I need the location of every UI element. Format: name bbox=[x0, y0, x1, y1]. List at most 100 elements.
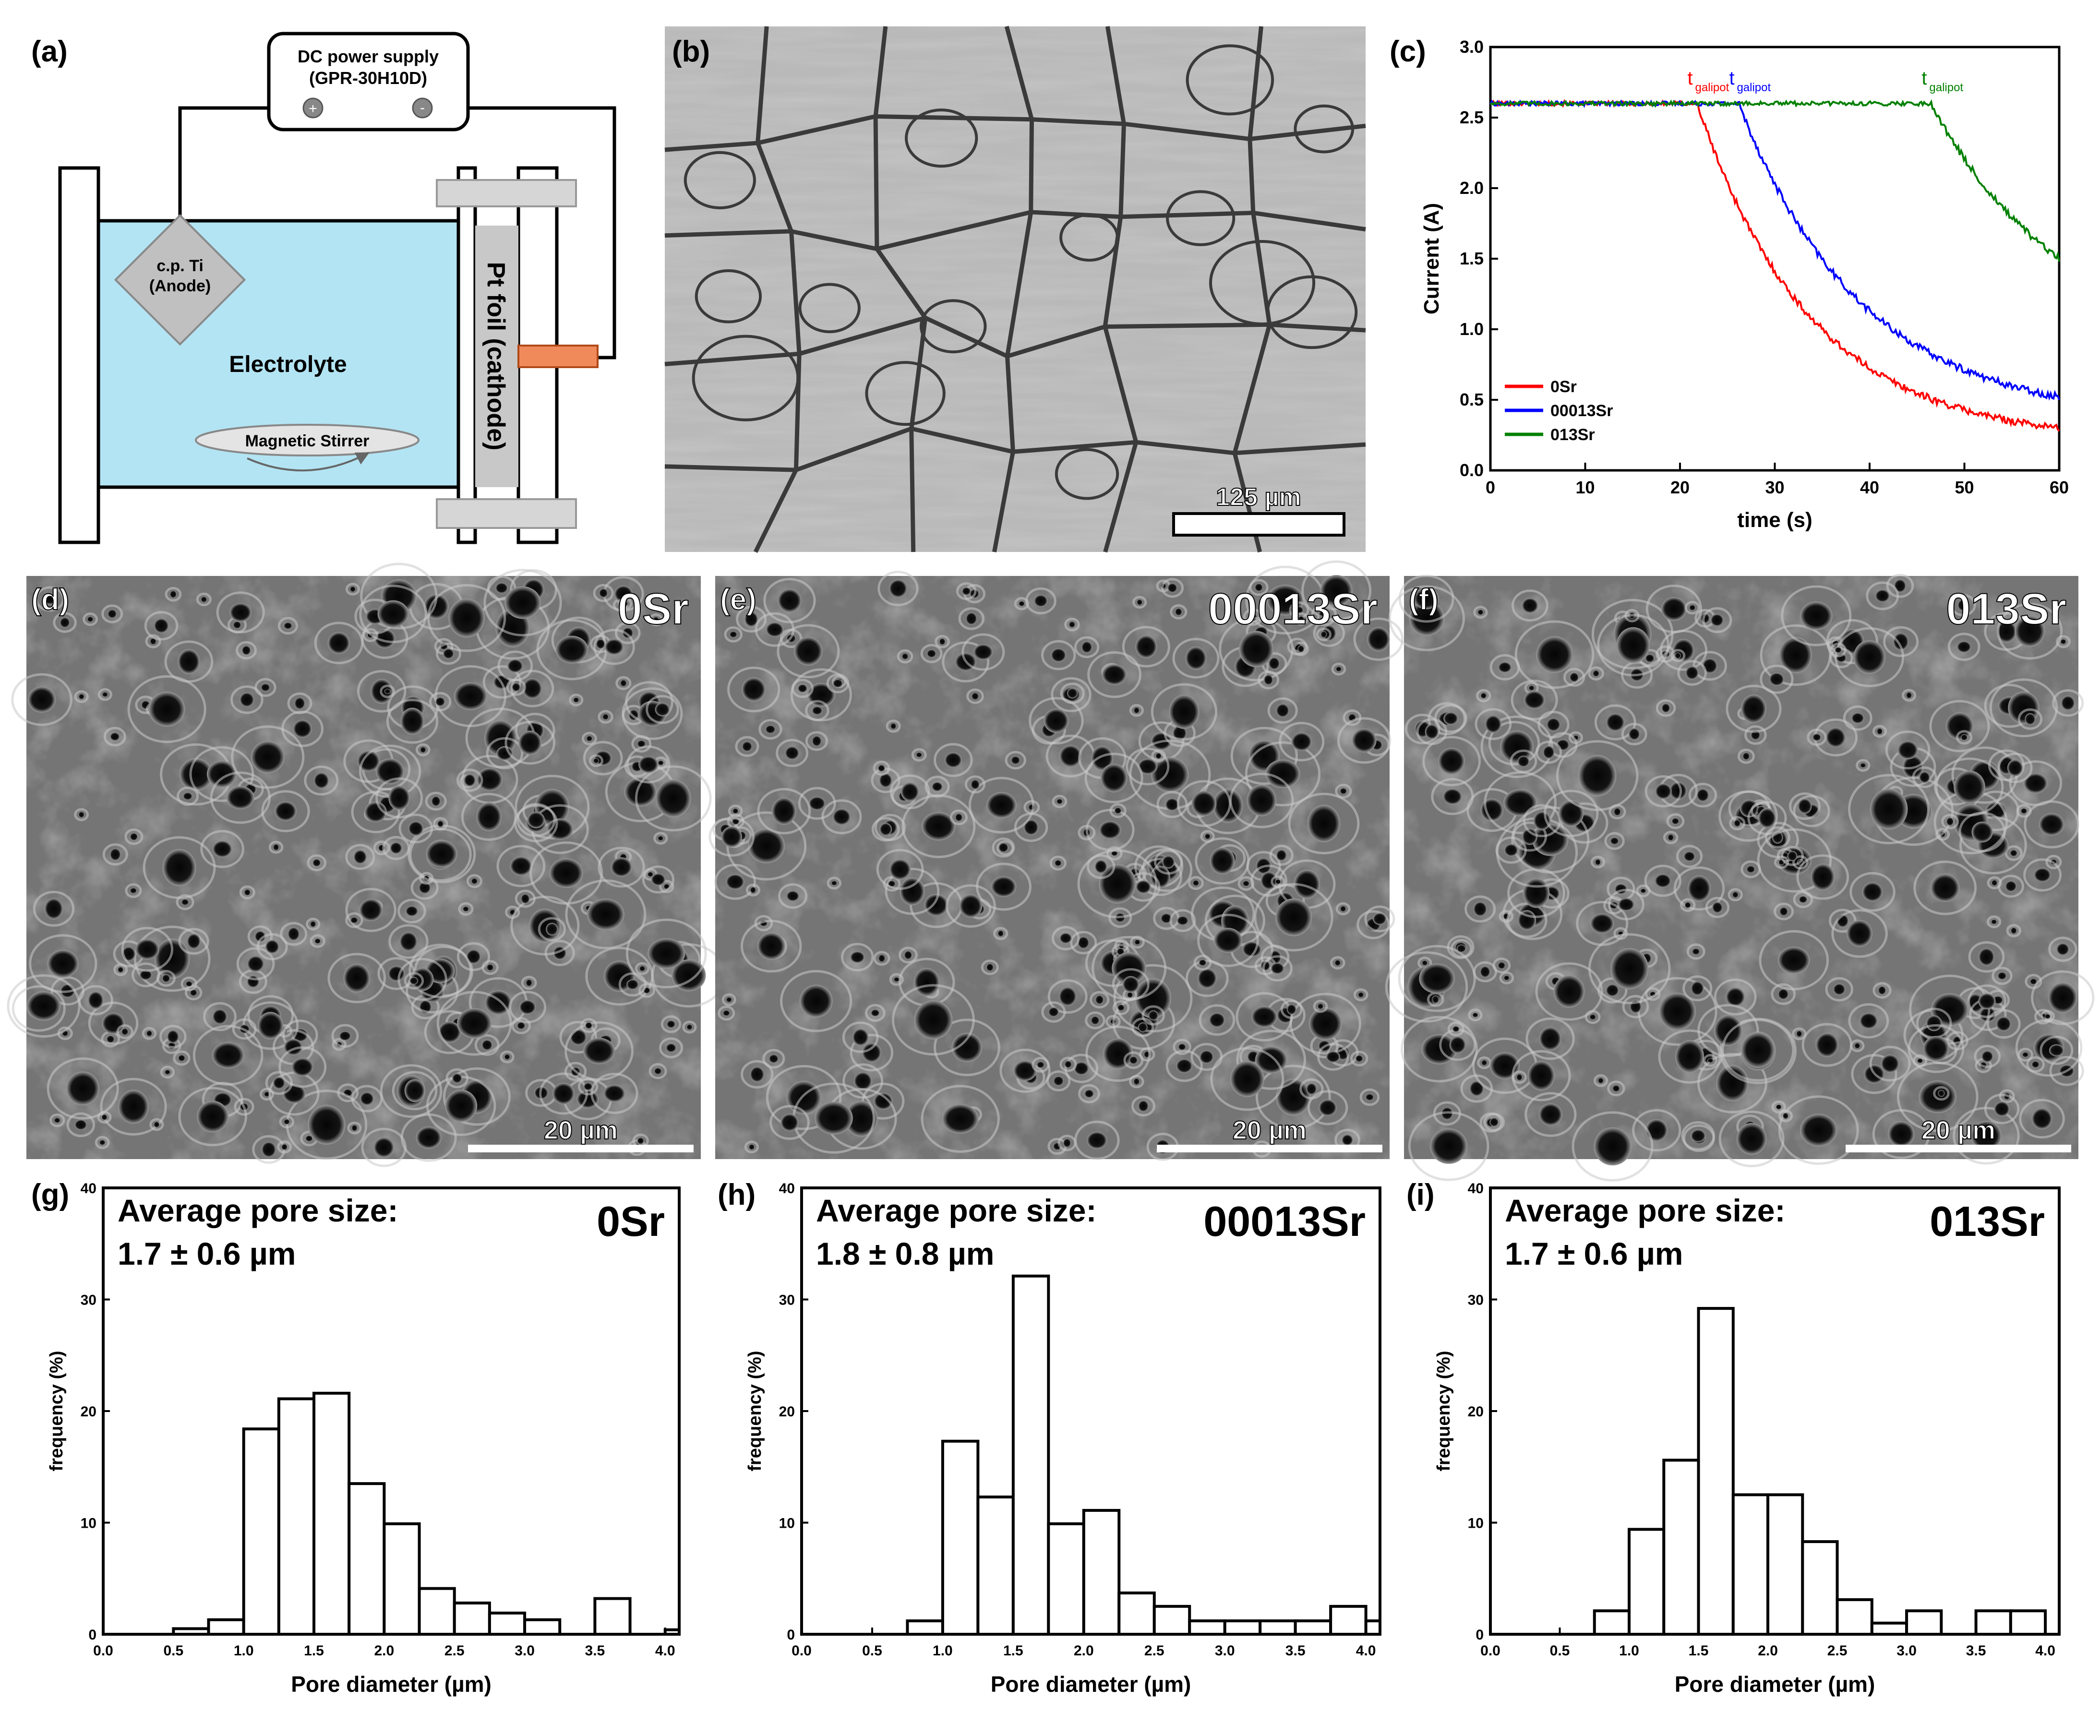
y-tick-label-h: 40 bbox=[779, 1181, 795, 1197]
pore bbox=[1059, 745, 1082, 767]
pore-rim bbox=[375, 777, 423, 819]
x-tick-label-h: 2.5 bbox=[1144, 1643, 1164, 1659]
pore bbox=[1595, 859, 1601, 865]
pore-rim bbox=[961, 633, 1005, 671]
pore bbox=[748, 1144, 755, 1150]
x-axis-label-g: Pore diameter (µm) bbox=[291, 1672, 492, 1697]
power-supply-model: (GPR-30H10D) bbox=[309, 68, 427, 88]
pore-rim bbox=[239, 885, 255, 899]
pore-rim bbox=[1656, 699, 1676, 717]
pore-rim bbox=[871, 817, 900, 842]
stirrer-label: Magnetic Stirrer bbox=[245, 432, 370, 450]
pore-rim bbox=[419, 872, 434, 885]
pore-rim bbox=[482, 665, 522, 699]
pore bbox=[1956, 641, 1971, 653]
pore bbox=[878, 765, 885, 772]
pore-rim bbox=[841, 943, 874, 971]
pore bbox=[997, 930, 1004, 937]
pore-rim bbox=[1084, 753, 1143, 803]
pore bbox=[1691, 1129, 1706, 1142]
pore-rim bbox=[351, 1085, 383, 1113]
pore bbox=[339, 1031, 351, 1041]
pore bbox=[1712, 902, 1723, 913]
pore bbox=[27, 686, 56, 713]
pore-rim bbox=[327, 953, 386, 1004]
x-tick-label-h: 3.5 bbox=[1285, 1643, 1306, 1659]
pore bbox=[1847, 920, 1872, 947]
pore bbox=[1051, 648, 1067, 662]
scale-bar-f bbox=[1846, 1145, 2071, 1152]
pore bbox=[1067, 688, 1078, 699]
pore bbox=[1746, 865, 1755, 873]
pore-rim bbox=[124, 828, 144, 845]
x-tick-label-g: 3.0 bbox=[515, 1643, 535, 1659]
pore-rim bbox=[1464, 895, 1496, 923]
pore-rim bbox=[53, 612, 77, 633]
pore bbox=[2005, 881, 2017, 892]
histogram-bar bbox=[453, 1601, 491, 1636]
pore bbox=[1612, 1085, 1620, 1092]
pore bbox=[1276, 704, 1290, 718]
pore-rim bbox=[758, 719, 782, 740]
pore bbox=[1613, 807, 1621, 816]
pore bbox=[517, 1022, 526, 1030]
pore bbox=[464, 774, 476, 787]
pore bbox=[1286, 1004, 1296, 1015]
pore-rim bbox=[1908, 1024, 1965, 1073]
pore-rim bbox=[1848, 1003, 1889, 1039]
pore bbox=[901, 653, 909, 660]
pore bbox=[655, 779, 691, 818]
pore bbox=[1452, 1026, 1460, 1032]
pore-rim bbox=[1825, 977, 1853, 1002]
x-tick-label-i: 2.0 bbox=[1758, 1643, 1778, 1659]
pore bbox=[2015, 615, 2045, 647]
pore bbox=[742, 741, 753, 752]
pore-rim bbox=[1317, 1042, 1349, 1071]
grain-boundary bbox=[795, 426, 912, 472]
pore bbox=[1489, 1117, 1499, 1127]
pore bbox=[742, 677, 766, 702]
pore-rim bbox=[1757, 828, 1832, 893]
pore bbox=[1291, 732, 1312, 751]
pore-rim bbox=[445, 1068, 469, 1089]
pore-rim bbox=[1057, 1135, 1077, 1151]
pore-rim bbox=[581, 731, 597, 745]
pore-rim bbox=[777, 624, 840, 679]
pore-rim bbox=[1658, 1029, 1721, 1084]
x-tick-label-g: 4.0 bbox=[655, 1643, 675, 1659]
pore bbox=[1696, 789, 1709, 802]
pore-rim bbox=[1872, 982, 1892, 999]
electrolyte-label: Electrolyte bbox=[229, 352, 347, 377]
pore bbox=[1472, 1012, 1478, 1018]
grain-boundary bbox=[695, 269, 762, 323]
pore bbox=[1449, 1036, 1466, 1054]
pore-rim bbox=[615, 622, 641, 644]
pore bbox=[1204, 833, 1211, 839]
pore-rim bbox=[35, 586, 65, 612]
grain-boundary bbox=[789, 231, 802, 354]
pore-rim bbox=[798, 787, 836, 820]
pore-rim bbox=[277, 617, 298, 635]
pore bbox=[87, 616, 94, 622]
pore-rim bbox=[165, 587, 182, 602]
pore bbox=[504, 1054, 510, 1060]
pore bbox=[744, 611, 758, 627]
pore-rim bbox=[780, 970, 852, 1032]
pore bbox=[1320, 575, 1353, 607]
pore bbox=[1606, 713, 1625, 731]
pore bbox=[507, 659, 523, 673]
pore bbox=[1853, 640, 1886, 674]
pore-rim bbox=[1622, 995, 1649, 1018]
pore-rim bbox=[1989, 678, 2058, 738]
pore-rim bbox=[1165, 1050, 1203, 1082]
pore bbox=[1732, 891, 1739, 898]
pore bbox=[1946, 817, 1954, 826]
pore-rim bbox=[500, 1050, 515, 1064]
pore-rim bbox=[47, 1057, 119, 1120]
pore bbox=[686, 1024, 693, 1030]
pore-rim bbox=[1364, 905, 1395, 933]
grain-boundary bbox=[865, 361, 946, 426]
pore bbox=[359, 898, 383, 922]
panel-c-current-chart: (c) 0 10 20 30 40 50 60 0.0 0.5 1.0 1.5 2.0 2.5 3.0 ti… bbox=[1390, 35, 2069, 532]
pore-rim bbox=[486, 737, 524, 770]
